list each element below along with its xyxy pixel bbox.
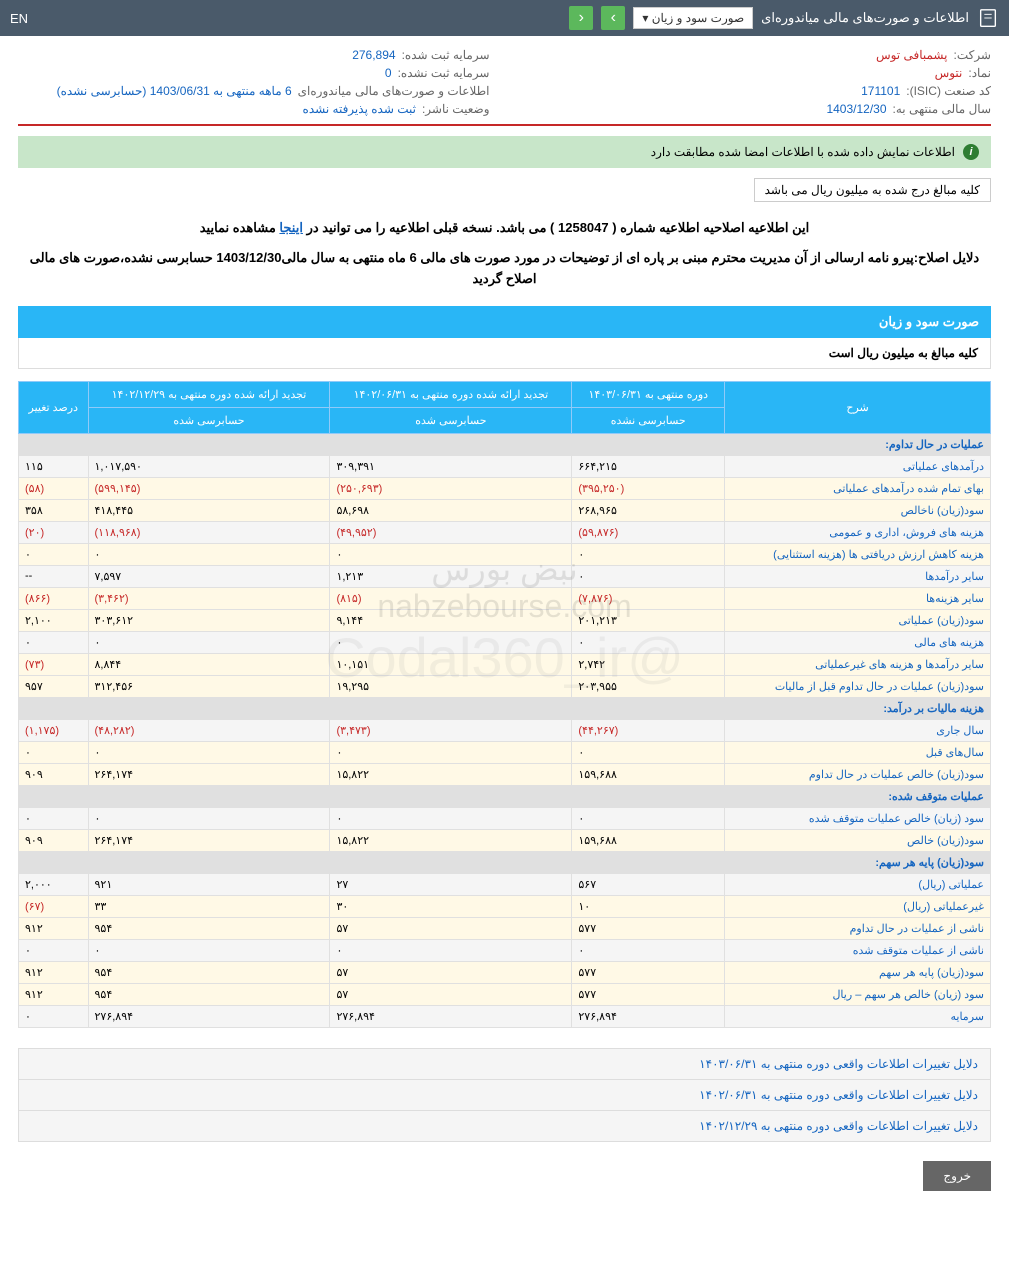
footer-links: دلایل تغییرات اطلاعات واقعی دوره منتهی ب…	[18, 1048, 991, 1142]
table-row: عملیات در حال تداوم:	[19, 433, 991, 455]
col-desc: شرح	[725, 381, 991, 433]
nav-next[interactable]: ›	[601, 6, 625, 30]
table-row: عملیاتی (ریال)۵۶۷۲۷۹۲۱۲,۰۰۰	[19, 873, 991, 895]
topbar: اطلاعات و صورت‌های مالی میاندوره‌ای صورت…	[0, 0, 1009, 36]
capital-registered: 276,894	[352, 48, 395, 62]
amendment-reason: دلایل اصلاح:پیرو نامه ارسالی از آن مدیری…	[18, 248, 991, 290]
table-row: ناشی از عملیات در حال تداوم۵۷۷۵۷۹۵۴۹۱۲	[19, 917, 991, 939]
table-row: سال‌های قبل۰۰۰۰	[19, 741, 991, 763]
info-icon: i	[963, 144, 979, 160]
table-row: سود(زیان) پایه هر سهم:	[19, 851, 991, 873]
company-name: پشمبافی توس	[876, 48, 948, 62]
footer-link-2[interactable]: دلایل تغییرات اطلاعات واقعی دوره منتهی ب…	[18, 1079, 991, 1111]
table-row: سایر هزینه‌ها(۷,۸۷۶)(۸۱۵)(۳,۴۶۲)(۸۶۶)	[19, 587, 991, 609]
footer-link-3[interactable]: دلایل تغییرات اطلاعات واقعی دوره منتهی ب…	[18, 1110, 991, 1142]
exit-button[interactable]: خروج	[923, 1161, 991, 1191]
table-row: سود (زیان) خالص عملیات متوقف شده۰۰۰۰	[19, 807, 991, 829]
isic-code: 171101	[861, 84, 900, 98]
col2-top: تجدید ارائه شده دوره منتهی به ۱۴۰۲/۰۶/۳۱	[330, 381, 572, 407]
symbol: نتوس	[935, 66, 963, 80]
table-row: درآمدهای عملیاتی۶۶۴,۲۱۵۳۰۹,۳۹۱۱,۰۱۷,۵۹۰۱…	[19, 455, 991, 477]
table-row: سال جاری(۴۴,۲۶۷)(۳,۴۷۳)(۴۸,۲۸۲)(۱,۱۷۵)	[19, 719, 991, 741]
issuer-status: ثبت شده پذیرفته نشده	[303, 102, 416, 116]
report-dropdown[interactable]: صورت سود و زیان ▾	[633, 7, 753, 29]
fiscal-year: 1403/12/30	[826, 102, 886, 116]
table-row: سود(زیان) ناخالص۲۶۸,۹۶۵۵۸,۶۹۸۴۱۸,۴۴۵۳۵۸	[19, 499, 991, 521]
income-statement-table: شرح دوره منتهی به ۱۴۰۳/۰۶/۳۱ تجدید ارائه…	[18, 381, 991, 1028]
table-row: سود(زیان) عملیات در حال تداوم قبل از مال…	[19, 675, 991, 697]
report-period: 6 ماهه منتهی به 1403/06/31 (حسابرسی نشده…	[57, 84, 292, 98]
match-banner: i اطلاعات نمایش داده شده با اطلاعات امضا…	[18, 136, 991, 168]
table-row: عملیات متوقف شده:	[19, 785, 991, 807]
col1-top: دوره منتهی به ۱۴۰۳/۰۶/۳۱	[572, 381, 725, 407]
table-row: هزینه های فروش، اداری و عمومی(۵۹,۸۷۶)(۴۹…	[19, 521, 991, 543]
col3-top: تجدید ارائه شده دوره منتهی به ۱۴۰۲/۱۲/۲۹	[88, 381, 330, 407]
table-row: سود (زیان) خالص هر سهم – ریال۵۷۷۵۷۹۵۴۹۱۲	[19, 983, 991, 1005]
nav-prev[interactable]: ‹	[569, 6, 593, 30]
table-row: بهای تمام شده درآمدهای عملیاتی(۳۹۵,۲۵۰)(…	[19, 477, 991, 499]
table-row: سود(زیان) عملیاتی۲۰۱,۲۱۳۹,۱۴۴۳۰۳,۶۱۲۲,۱۰…	[19, 609, 991, 631]
prev-version-link[interactable]: اینجا	[279, 220, 303, 235]
company-info: شرکت:پشمبافی توس سرمایه ثبت شده:276,894 …	[18, 48, 991, 126]
table-row: غیرعملیاتی (ریال)۱۰۳۰۳۳(۶۷)	[19, 895, 991, 917]
col-change: درصد تغییر	[19, 381, 89, 433]
table-row: سایر درآمدها و هزینه های غیرعملیاتی۲,۷۴۲…	[19, 653, 991, 675]
section-title: صورت سود و زیان	[18, 306, 991, 338]
table-row: سرمایه۲۷۶,۸۹۴۲۷۶,۸۹۴۲۷۶,۸۹۴۰	[19, 1005, 991, 1027]
table-row: سود(زیان) خالص۱۵۹,۶۸۸۱۵,۸۲۲۲۶۴,۱۷۴۹۰۹	[19, 829, 991, 851]
report-icon	[977, 7, 999, 29]
table-row: هزینه مالیات بر درآمد:	[19, 697, 991, 719]
topbar-title: اطلاعات و صورت‌های مالی میاندوره‌ای	[761, 10, 969, 26]
amendment-notice: این اطلاعیه اصلاحیه اطلاعیه شماره ( 1258…	[18, 220, 991, 236]
lang-toggle[interactable]: EN	[10, 11, 28, 26]
table-row: سایر درآمدها۰۱,۲۱۳۷,۵۹۷--	[19, 565, 991, 587]
table-row: ناشی از عملیات متوقف شده۰۰۰۰	[19, 939, 991, 961]
footer-link-1[interactable]: دلایل تغییرات اطلاعات واقعی دوره منتهی ب…	[18, 1048, 991, 1080]
table-row: هزینه کاهش ارزش دریافتی ها (هزینه استثنا…	[19, 543, 991, 565]
section-subtitle: کلیه مبالغ به میلیون ریال است	[18, 338, 991, 369]
table-row: سود(زیان) خالص عملیات در حال تداوم۱۵۹,۶۸…	[19, 763, 991, 785]
capital-unregistered: 0	[385, 66, 392, 80]
table-row: سود(زیان) پایه هر سهم۵۷۷۵۷۹۵۴۹۱۲	[19, 961, 991, 983]
currency-note: کلیه مبالغ درج شده به میلیون ریال می باش…	[754, 178, 991, 202]
table-row: هزینه های مالی۰۰۰۰	[19, 631, 991, 653]
